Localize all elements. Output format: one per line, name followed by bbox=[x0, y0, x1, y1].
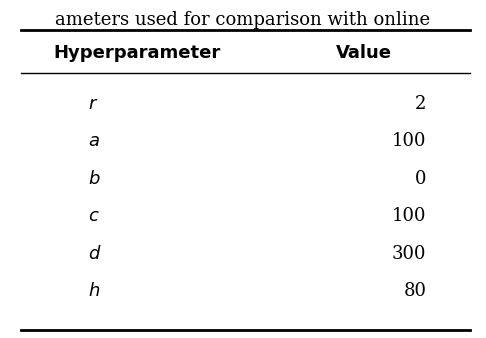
Text: 100: 100 bbox=[392, 132, 427, 150]
Text: $c$: $c$ bbox=[88, 207, 100, 225]
Text: Hyperparameter: Hyperparameter bbox=[53, 44, 220, 62]
Text: $a$: $a$ bbox=[88, 132, 100, 150]
Text: 300: 300 bbox=[392, 245, 427, 263]
Text: Value: Value bbox=[336, 44, 392, 62]
Text: ameters used for comparison with online: ameters used for comparison with online bbox=[55, 11, 431, 29]
Text: $b$: $b$ bbox=[88, 170, 101, 188]
Text: $d$: $d$ bbox=[88, 245, 102, 263]
Text: $r$: $r$ bbox=[88, 95, 99, 113]
Text: $h$: $h$ bbox=[88, 282, 101, 300]
Text: 2: 2 bbox=[415, 95, 427, 113]
Text: 80: 80 bbox=[404, 282, 427, 300]
Text: 100: 100 bbox=[392, 207, 427, 225]
Text: 0: 0 bbox=[415, 170, 427, 188]
